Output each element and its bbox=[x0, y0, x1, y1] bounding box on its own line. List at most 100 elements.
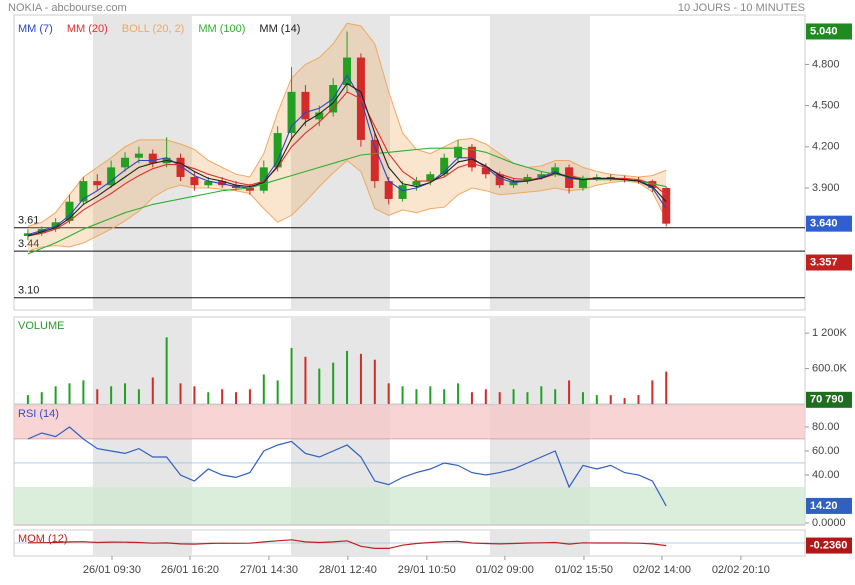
volume-bar bbox=[332, 362, 335, 404]
candle-body bbox=[454, 146, 463, 158]
zone bbox=[14, 486, 805, 525]
candle-body bbox=[315, 112, 324, 120]
candle-body bbox=[592, 176, 601, 179]
panel-title: MOM (12) bbox=[18, 533, 68, 545]
volume-bar bbox=[124, 383, 127, 404]
volume-bar bbox=[179, 383, 182, 404]
boll-lower bbox=[27, 159, 667, 252]
x-tick-label: 26/01 09:30 bbox=[83, 564, 141, 576]
candle-body bbox=[273, 133, 282, 168]
volume-bar bbox=[165, 337, 168, 404]
candle-body bbox=[467, 146, 476, 168]
legend-entry: MM (7) bbox=[18, 23, 53, 35]
panel-title: VOLUME bbox=[18, 320, 64, 332]
value-marker-label: 14.20 bbox=[810, 500, 838, 512]
volume-bar bbox=[40, 392, 43, 404]
volume-bar bbox=[457, 383, 460, 404]
x-tick-label: 01/02 15:50 bbox=[555, 564, 613, 576]
y-tick-label: 4.800 bbox=[812, 58, 840, 70]
candle-body bbox=[65, 201, 74, 221]
volume-bar bbox=[110, 386, 113, 404]
volume-bar bbox=[137, 389, 140, 404]
x-tick-label: 02/02 20:10 bbox=[712, 564, 770, 576]
volume-bar bbox=[68, 383, 71, 404]
candle-body bbox=[648, 181, 657, 188]
legend-entry: MM (100) bbox=[198, 23, 245, 35]
volume-bar bbox=[151, 377, 154, 404]
volume-bar bbox=[443, 389, 446, 404]
x-tick-label: 28/01 12:40 bbox=[319, 564, 377, 576]
x-tick-label: 02/02 14:00 bbox=[633, 564, 691, 576]
candle-body bbox=[343, 57, 352, 86]
candle-body bbox=[287, 91, 296, 134]
volume-bar bbox=[248, 389, 251, 404]
legend-entry: MM (20) bbox=[67, 23, 108, 35]
candle-body bbox=[509, 181, 518, 186]
y-tick-label: 80.00 bbox=[812, 421, 840, 433]
volume-bar bbox=[568, 380, 571, 404]
candle-body bbox=[662, 187, 671, 224]
candle-body bbox=[440, 157, 449, 175]
candle-body bbox=[426, 174, 435, 182]
volume-bar bbox=[401, 386, 404, 404]
day-band bbox=[290, 317, 390, 404]
volume-bar bbox=[415, 389, 418, 404]
price-marker-label: 5.040 bbox=[810, 25, 838, 37]
candle-body bbox=[148, 153, 157, 164]
volume-bar bbox=[540, 386, 543, 404]
y-tick-label: 60.00 bbox=[812, 445, 840, 457]
x-tick-label: 26/01 16:20 bbox=[161, 564, 219, 576]
y-tick-label: 4.200 bbox=[812, 141, 840, 153]
ma-line bbox=[27, 82, 667, 237]
candle-body bbox=[93, 181, 102, 186]
value-marker bbox=[806, 537, 852, 554]
panel-title: RSI (14) bbox=[18, 408, 59, 420]
candle-body bbox=[245, 187, 254, 191]
zone bbox=[14, 405, 805, 439]
candle-body bbox=[634, 179, 643, 182]
volume-bar bbox=[484, 389, 487, 404]
candle-body bbox=[37, 229, 46, 234]
candle-body bbox=[79, 181, 88, 202]
legend-entry: BOLL (20, 2) bbox=[122, 23, 185, 35]
candle-body bbox=[218, 181, 227, 186]
candle-body bbox=[107, 167, 116, 186]
ma-line bbox=[27, 147, 667, 255]
volume-bar bbox=[498, 392, 501, 404]
candle-body bbox=[398, 185, 407, 199]
price-marker bbox=[806, 215, 852, 232]
candle-body bbox=[23, 233, 32, 237]
volume-bar bbox=[82, 380, 85, 404]
volume-bar bbox=[470, 392, 473, 404]
candle-body bbox=[551, 167, 560, 175]
candle-body bbox=[412, 181, 421, 186]
volume-bar bbox=[651, 380, 654, 404]
y-tick-label: 3.900 bbox=[812, 182, 840, 194]
day-band bbox=[489, 317, 590, 404]
indicator-line bbox=[27, 426, 667, 507]
candle-body bbox=[620, 178, 629, 180]
indicator-line bbox=[27, 539, 667, 549]
candle-body bbox=[537, 174, 546, 177]
candle-body bbox=[121, 157, 130, 168]
x-tick-label: 27/01 14:30 bbox=[240, 564, 298, 576]
volume-bar bbox=[221, 389, 224, 404]
volume-bar bbox=[207, 392, 210, 404]
volume-bar bbox=[346, 350, 349, 404]
y-tick-label: 40.00 bbox=[812, 469, 840, 481]
candle-body bbox=[259, 167, 268, 191]
price-marker bbox=[806, 254, 852, 271]
value-marker-label: 70 790 bbox=[810, 394, 844, 406]
candle-body bbox=[578, 178, 587, 188]
volume-bar bbox=[373, 359, 376, 404]
price-marker bbox=[806, 23, 852, 40]
candle-body bbox=[301, 91, 310, 120]
level-label: 3.44 bbox=[18, 238, 39, 250]
price-marker-label: 3.357 bbox=[810, 256, 838, 268]
boll-upper bbox=[27, 22, 667, 227]
volume-bar bbox=[290, 347, 293, 404]
volume-bar bbox=[526, 392, 529, 404]
volume-bar bbox=[96, 389, 99, 404]
y-tick-label: 600.0K bbox=[812, 362, 848, 374]
level-label: 3.61 bbox=[18, 215, 39, 227]
